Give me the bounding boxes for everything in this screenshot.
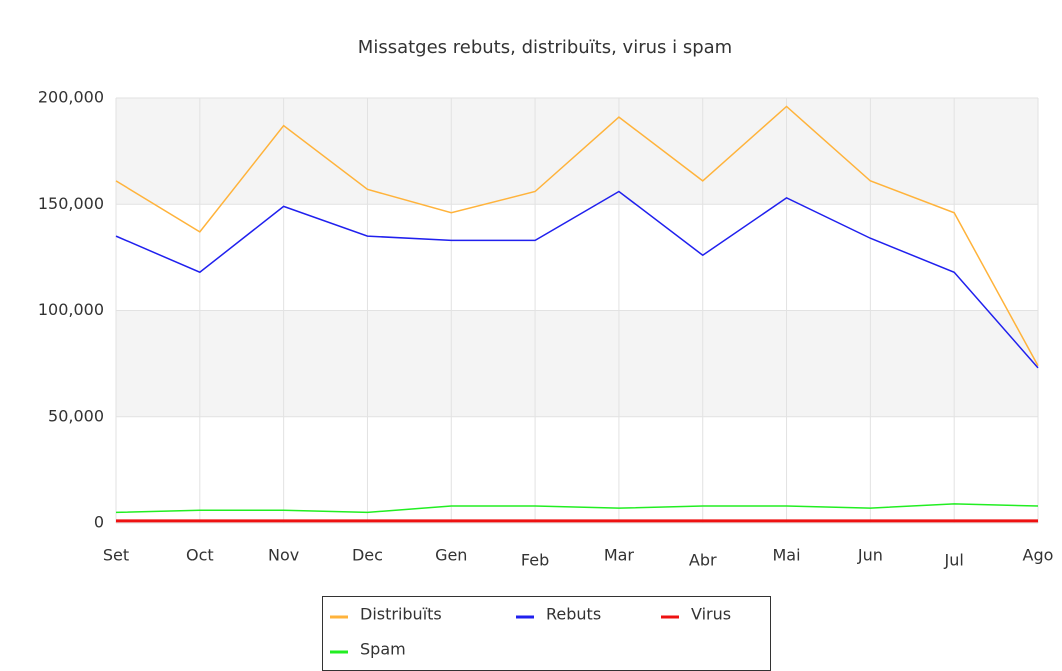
legend-label: Rebuts [546, 605, 601, 624]
x-tick-label: Gen [435, 546, 467, 565]
plot-band [116, 310, 1038, 417]
plot-band [116, 416, 1038, 523]
series-line [115, 105, 1039, 367]
y-tick-label: 0 [94, 513, 104, 532]
x-tick-label: Dec [352, 546, 383, 565]
plot-band [116, 98, 1038, 205]
chart-title: Missatges rebuts, distribuïts, virus i s… [358, 37, 732, 58]
x-tick-label: Abr [689, 551, 717, 570]
x-tick-label: Mai [773, 546, 801, 565]
x-tick-label: Ago [1023, 546, 1054, 565]
legend-box [322, 596, 771, 671]
x-tick-label: Oct [186, 546, 214, 565]
x-tick-label: Jul [944, 551, 964, 570]
x-tick-label: Mar [604, 546, 635, 565]
series-line [115, 190, 1039, 369]
x-tick-label: Jun [857, 546, 883, 565]
x-tick-label: Nov [268, 546, 299, 565]
y-tick-label: 200,000 [38, 88, 104, 107]
series-line [115, 503, 1039, 514]
y-tick-label: 150,000 [38, 194, 104, 213]
y-tick-label: 100,000 [38, 300, 104, 319]
legend-label: Virus [691, 605, 731, 624]
x-tick-label: Feb [521, 551, 549, 570]
y-tick-label: 50,000 [48, 406, 104, 425]
legend-label: Distribuïts [360, 605, 442, 624]
x-tick-label: Set [103, 546, 129, 565]
legend-label: Spam [360, 640, 406, 659]
plot-band [116, 204, 1038, 311]
